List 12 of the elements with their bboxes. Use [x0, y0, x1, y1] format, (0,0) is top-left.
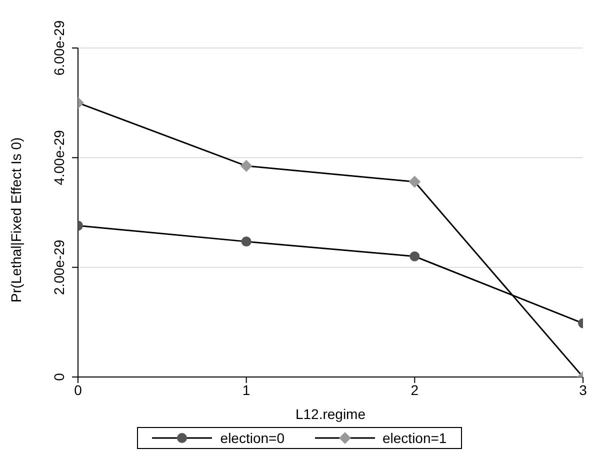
x-tick-label: 1 — [242, 382, 250, 398]
y-axis-title: Pr(Lethal|Fixed Effect Is 0) — [8, 137, 24, 302]
y-tick-label: 0 — [51, 372, 67, 381]
x-tick-label: 0 — [74, 382, 82, 398]
x-axis-title: L12.regime — [295, 406, 366, 422]
legend-label: election=1 — [382, 430, 447, 446]
legend-label: election=0 — [219, 430, 284, 446]
y-tick-label: 6.00e-29 — [51, 20, 67, 76]
y-tick-label: 4.00e-29 — [51, 130, 67, 186]
y-tick-label: 2.00e-29 — [51, 239, 67, 295]
x-tick-label: 2 — [410, 382, 419, 398]
x-tick-label: 3 — [579, 382, 588, 398]
